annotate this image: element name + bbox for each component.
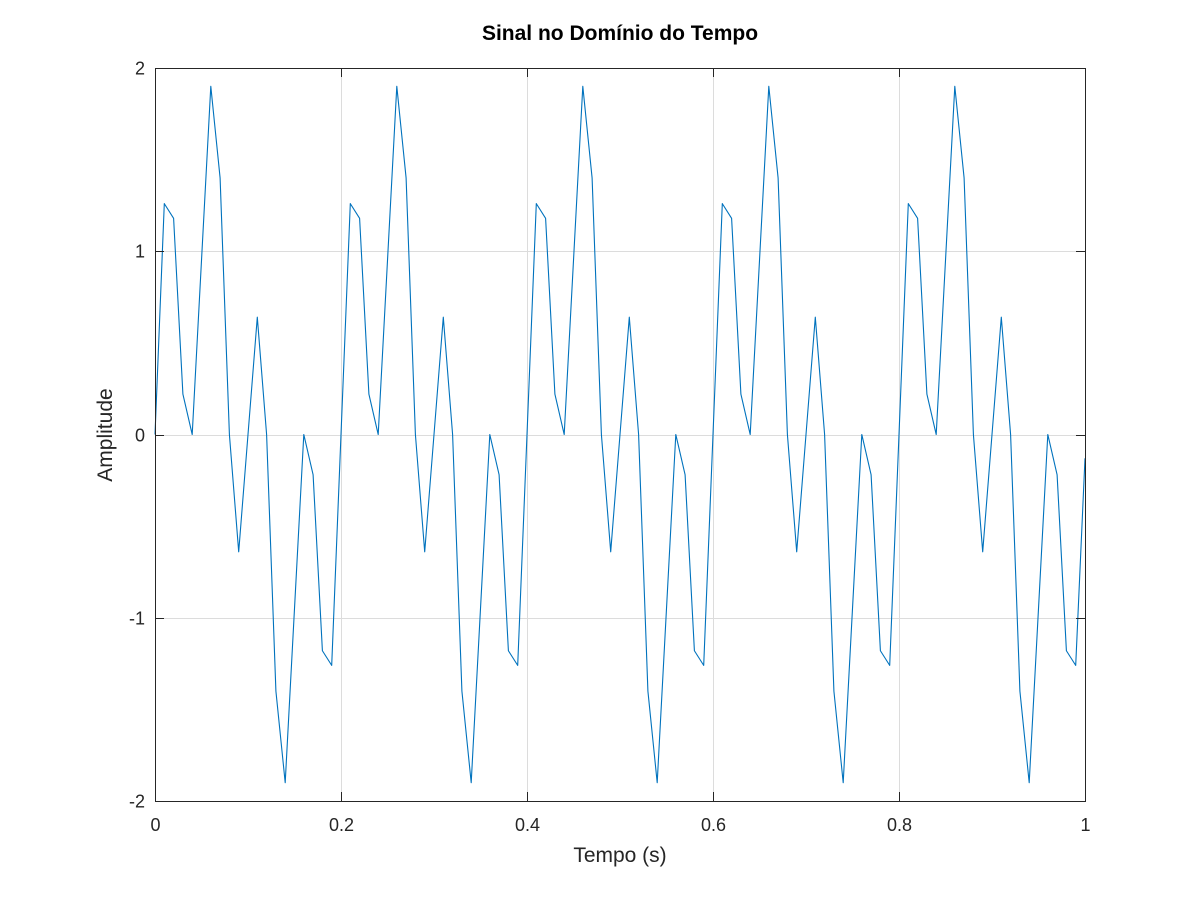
y-tick-labels: -2 -1 0 1 2 bbox=[129, 59, 145, 812]
x-tick-labels: 0 0.2 0.4 0.6 0.8 1 bbox=[150, 815, 1090, 835]
x-tick-label: 0.6 bbox=[701, 815, 726, 835]
y-tick-label: 1 bbox=[135, 242, 145, 262]
y-tick-label: 0 bbox=[135, 426, 145, 446]
x-axis-label: Tempo (s) bbox=[573, 844, 666, 867]
x-tick-label: 0.2 bbox=[329, 815, 354, 835]
tick-marks bbox=[155, 68, 1086, 802]
signal-series-line bbox=[154, 85, 1086, 784]
x-tick-label: 0.8 bbox=[887, 815, 912, 835]
y-tick-label: -1 bbox=[129, 609, 145, 629]
x-tick-label: 0.4 bbox=[515, 815, 540, 835]
y-axis-label: Amplitude bbox=[94, 388, 117, 481]
chart-title: Sinal no Domínio do Tempo bbox=[482, 22, 758, 45]
x-tick-label: 0 bbox=[150, 815, 160, 835]
y-tick-label: -2 bbox=[129, 792, 145, 812]
y-tick-label: 2 bbox=[135, 59, 145, 79]
x-tick-label: 1 bbox=[1080, 815, 1090, 835]
series-layer bbox=[154, 85, 1086, 784]
